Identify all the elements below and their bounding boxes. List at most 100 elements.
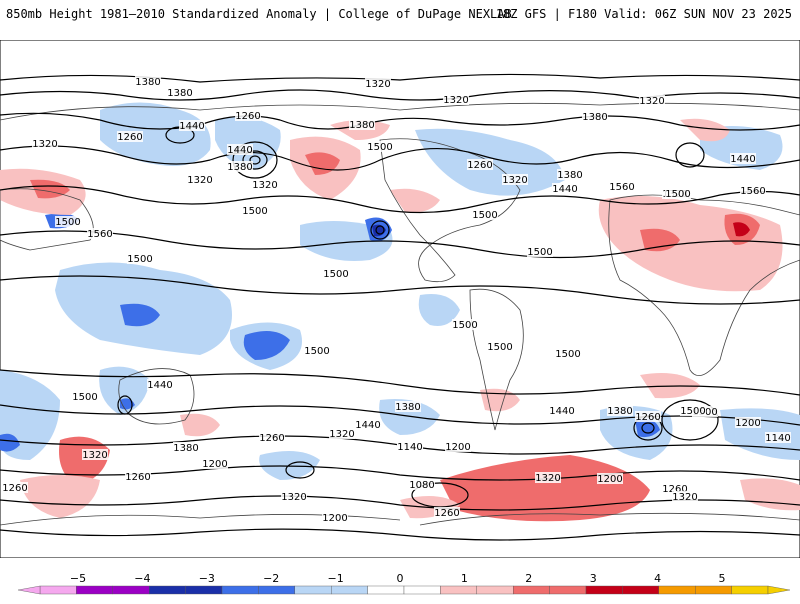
contour-label: 1380: [173, 443, 198, 454]
contour-label-bg: [173, 442, 199, 453]
contour-label: 1200: [597, 474, 622, 485]
contour-label-bg: [281, 491, 307, 502]
contour-label: 1500: [242, 206, 267, 217]
contour-label: 1500: [555, 349, 580, 360]
contour-label-bg: [259, 432, 285, 443]
run-info: 18Z GFS | F180 Valid: 06Z SUN NOV 23 202…: [495, 7, 792, 21]
colorbar-segment: [294, 585, 332, 595]
colorbar-segment: [476, 585, 514, 595]
colorbar-tick-label: −1: [327, 572, 343, 585]
contour-label-bg: [329, 428, 355, 439]
colorbar-tick-label: 1: [461, 572, 468, 585]
contour-label: 1140: [765, 433, 790, 444]
contour-label: 1200: [735, 418, 760, 429]
colorbar-segment: [585, 585, 623, 595]
contour-label: 1320: [252, 180, 277, 191]
colorbar-segment: [622, 585, 660, 595]
contour-label-bg: [597, 473, 623, 484]
contour-label: 1380: [349, 120, 374, 131]
contour-label: 1380: [582, 112, 607, 123]
contour-label: 1200: [445, 442, 470, 453]
contour-label-bg: [87, 228, 113, 239]
contour-label: 1500: [680, 406, 705, 417]
contour-label-bg: [125, 471, 151, 482]
contour-label: 1500: [487, 342, 512, 353]
contour-label-bg: [349, 119, 375, 130]
colorbar-segment: [258, 585, 295, 595]
contour-label: 1320: [535, 473, 560, 484]
contour-label-group: 1380 132013801320126014401260132013801320…: [2, 76, 791, 524]
contour-label-bg: [527, 246, 553, 257]
contour-label-bg: [635, 411, 661, 422]
contour-label: 1380: [607, 406, 632, 417]
contour-label: 1500: [472, 210, 497, 221]
colorbar-segment: [221, 585, 259, 595]
contour-label: 1500: [367, 142, 392, 153]
contour-label: 1560: [740, 186, 765, 197]
contour-label-bg: [367, 141, 393, 152]
contour-label: 1440: [227, 145, 252, 156]
contour-label-bg: [607, 405, 633, 416]
contour-label-bg: [639, 95, 665, 106]
contour-label: 1260: [117, 132, 142, 143]
anomaly-map: 1380 1320 1380 1320 1260 1440 1260 1320 1380 1320…: [0, 40, 800, 558]
colorbar-tick-label: −4: [134, 572, 150, 585]
contour-label: 1260: [235, 111, 260, 122]
contour-label: 1380: [227, 162, 252, 173]
contour-label: 1320: [502, 175, 527, 186]
anomaly-fill: [0, 102, 800, 522]
map-canvas: 1380 132013801320126014401260132013801320…: [0, 40, 800, 558]
contour-label-bg: [502, 174, 528, 185]
contour-label: 1500: [323, 269, 348, 280]
contour-label: 1380: [557, 170, 582, 181]
contour-label-bg: [472, 209, 498, 220]
colorbar-ticks: −5 −4 −3 −2 −1 0 1 2 3 4 5: [70, 572, 726, 585]
contour-label: 1080: [409, 480, 434, 491]
contour-label: 1500: [55, 217, 80, 228]
contour-label-bg: [323, 268, 349, 279]
colorbar-segment: [185, 585, 223, 595]
contour-label-bg: [443, 94, 469, 105]
contour-label-bg: [235, 110, 261, 121]
contour-label: 1500: [452, 320, 477, 331]
contour-label: 1440: [730, 154, 755, 165]
contour-label-bg: [549, 405, 575, 416]
contour-label: 1260: [467, 160, 492, 171]
contour-label: 1260: [125, 472, 150, 483]
colorbar-segment: [658, 585, 696, 595]
contour-label: 1320: [281, 492, 306, 503]
contour-label: 1260: [662, 484, 687, 495]
colorbar: −5 −4 −3 −2 −1 0 1 2 3 4 5: [0, 568, 800, 600]
contour-label: 1320: [32, 139, 57, 150]
contour-label-bg: [242, 205, 268, 216]
colorbar-segment: [148, 585, 186, 595]
contour-label-bg: [187, 174, 213, 185]
colorbar-segment: [112, 585, 150, 595]
contour-label: 1500: [665, 189, 690, 200]
colorbar-segment: [403, 585, 441, 595]
contour-label-bg: [304, 345, 330, 356]
contour-label: 1380: [167, 88, 192, 99]
colorbar-svg: −5 −4 −3 −2 −1 0 1 2 3 4 5: [17, 572, 791, 595]
contour-label: 1500: [72, 392, 97, 403]
colorbar-segment: [331, 585, 368, 595]
contour-label-bg: [82, 449, 108, 460]
contour-label: 1320: [187, 175, 212, 186]
contour-label: 1380: [395, 402, 420, 413]
contour-label-bg: [735, 417, 761, 428]
contour-label-bg: [397, 441, 423, 452]
contour-label: 1260: [2, 483, 27, 494]
colorbar-segment: [440, 585, 477, 595]
contour-label-bg: [365, 78, 391, 89]
colorbar-tick-label: 5: [719, 572, 726, 585]
contour-label-bg: [672, 491, 698, 502]
colorbar-segment: [367, 585, 405, 595]
contour-label-bg: [467, 159, 493, 170]
contour-label: 1440: [147, 380, 172, 391]
contour-label-bg: [535, 472, 561, 483]
contour-label-bg: [127, 253, 153, 264]
contour-label-bg: [179, 120, 205, 131]
contour-label: 1140: [397, 442, 422, 453]
contour-label-bg: [434, 507, 460, 518]
contour-label: 1440: [355, 420, 380, 431]
